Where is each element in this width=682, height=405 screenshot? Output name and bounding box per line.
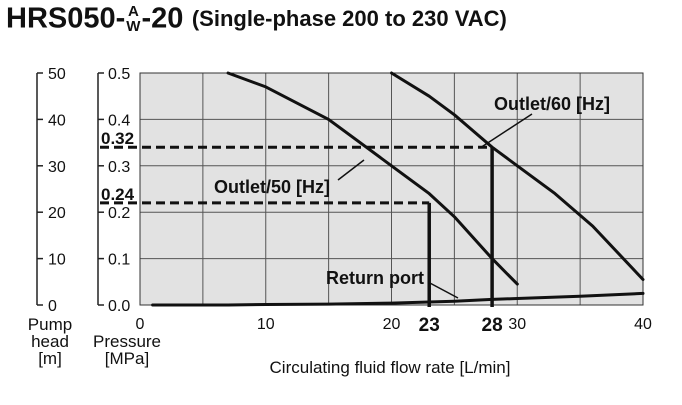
pressure-axis-label: Pressure xyxy=(93,332,161,351)
outlet-50hz-label: Outlet/50 [Hz] xyxy=(214,177,330,197)
outlet-60hz-curve xyxy=(390,71,645,281)
model-suffix: -20 xyxy=(141,2,184,35)
pressure-tick-label: 0.3 xyxy=(108,159,130,176)
outlet-60hz-label: Outlet/60 [Hz] xyxy=(494,94,610,114)
pressure-tick-label: 0.0 xyxy=(108,298,130,315)
flow-marker-label: 23 xyxy=(419,315,440,336)
return-port-curve xyxy=(151,291,645,307)
flow-marker-label: 28 xyxy=(482,315,503,336)
model-prefix: HRS050- xyxy=(6,2,126,35)
x-tick-label: 0 xyxy=(136,316,145,333)
head-axis-label: head xyxy=(31,332,69,351)
head-tick-label: 0 xyxy=(48,298,57,315)
head-axis-label: Pump xyxy=(28,315,72,334)
label-leader-line xyxy=(479,113,533,149)
pressure-tick-label: 0.2 xyxy=(108,205,130,222)
pressure-marker-label: 0.24 xyxy=(101,185,135,204)
variant-bottom: W xyxy=(126,18,141,35)
outlet-50hz-curve xyxy=(226,71,519,286)
pressure-marker-label: 0.32 xyxy=(101,129,134,148)
head-tick-label: 20 xyxy=(48,205,66,222)
chart-subtitle: (Single-phase 200 to 230 VAC) xyxy=(191,6,507,31)
head-axis-label: [m] xyxy=(38,349,62,368)
head-tick-label: 10 xyxy=(48,252,66,269)
x-tick-label: 10 xyxy=(257,316,275,333)
head-tick-label: 30 xyxy=(48,159,66,176)
return-port-label: Return port xyxy=(326,268,424,288)
head-tick-label: 50 xyxy=(48,66,66,83)
label-leader-line xyxy=(337,159,365,181)
variant-top: A xyxy=(127,3,139,20)
x-tick-label: 40 xyxy=(634,316,652,333)
head-tick-label: 40 xyxy=(48,112,66,129)
pressure-tick-label: 0.4 xyxy=(108,112,130,129)
pressure-tick-label: 0.5 xyxy=(108,66,130,83)
x-tick-label: 30 xyxy=(508,316,526,333)
x-axis-label: Circulating fluid flow rate [L/min] xyxy=(270,358,511,377)
x-tick-label: 20 xyxy=(383,316,401,333)
chart-title: HRS050- A W -20 (Single-phase 200 to 230 VA… xyxy=(6,4,507,34)
pressure-tick-label: 0.1 xyxy=(108,252,130,269)
label-leader-line xyxy=(427,281,459,299)
pressure-axis-label: [MPa] xyxy=(105,349,149,368)
